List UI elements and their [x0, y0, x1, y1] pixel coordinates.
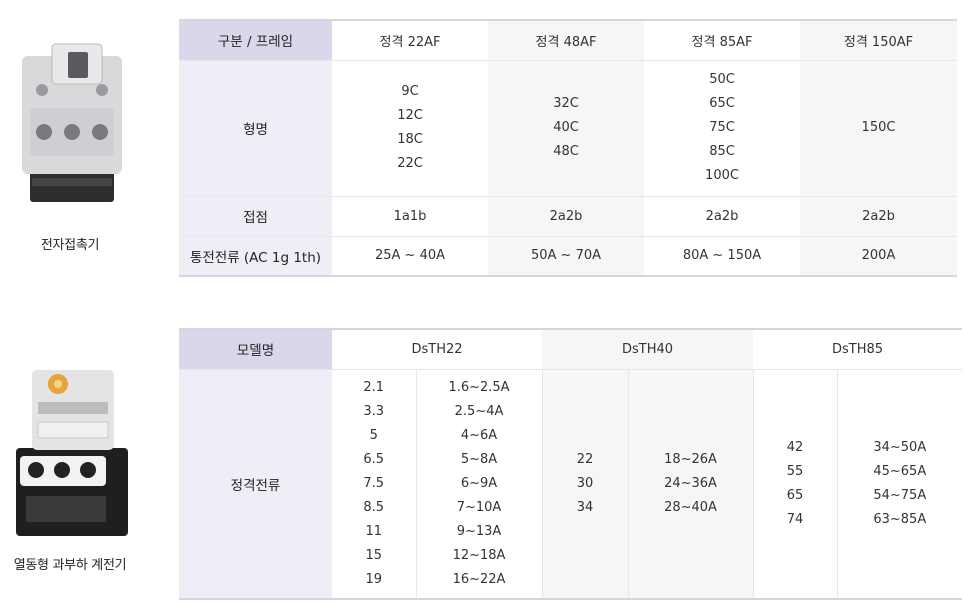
model-value: 50C — [709, 72, 735, 87]
current-range: 6~9A — [460, 475, 498, 491]
current-range: 45~65A — [873, 463, 927, 479]
overload-relay-image — [12, 364, 132, 542]
rated-value: 11 — [365, 523, 383, 539]
contactor-caption-block: 전자접촉기 — [0, 234, 140, 253]
model-cell: 32C 40C 48C — [488, 60, 644, 197]
model-value: 75C — [709, 120, 735, 135]
rated-value: 42 — [786, 439, 804, 455]
row-label: 형명 — [179, 60, 332, 197]
header-row: 모델명 DsTH22 DsTH40 DsTH85 — [179, 328, 963, 370]
current-range: 4~6A — [460, 427, 498, 443]
rated-value: 19 — [365, 571, 383, 587]
model-value: 22C — [397, 156, 423, 171]
rated-value: 8.5 — [363, 499, 385, 515]
column-header: 정격 150AF — [800, 19, 957, 61]
header-row: 구분 / 프레임 정격 22AF 정격 48AF 정격 85AF 정격 150A… — [179, 19, 957, 61]
model-value: 12C — [397, 108, 423, 123]
rated-value: 5 — [369, 427, 378, 443]
rated-value: 6.5 — [363, 451, 385, 467]
table-row: 접점 1a1b 2a2b 2a2b 2a2b — [179, 196, 957, 237]
model-header: DsTH22 — [332, 328, 543, 370]
rated-value: 7.5 — [363, 475, 385, 491]
table-cell: 2a2b — [644, 196, 800, 237]
current-range: 16~22A — [452, 571, 506, 587]
current-range: 9~13A — [456, 523, 502, 539]
model-value: 48C — [553, 144, 579, 159]
model-value: 32C — [553, 96, 579, 111]
current-range: 18~26A — [664, 451, 717, 467]
row-label: 접점 — [179, 196, 332, 237]
contactor-spec-table: 구분 / 프레임 정격 22AF 정격 48AF 정격 85AF 정격 150A… — [179, 19, 957, 277]
table-row: 정격전류 2.1 3.3 5 6.5 7.5 8.5 11 15 19 1.6~… — [179, 369, 963, 600]
rated-value: 65 — [786, 487, 804, 503]
model-value: 9C — [401, 84, 419, 99]
model-cell: 50C 65C 75C 85C 100C — [644, 60, 800, 197]
rated-value: 30 — [576, 475, 594, 491]
model-value: 100C — [705, 168, 739, 183]
model-cell: 150C — [800, 60, 957, 197]
rated-value: 55 — [786, 463, 804, 479]
range-cell: 34~50A 45~65A 54~75A 63~85A — [836, 369, 963, 600]
overload-relay-caption-block: 열동형 과부하 계전기 — [0, 554, 140, 573]
model-header: DsTH85 — [753, 328, 963, 370]
rated-value: 74 — [786, 511, 804, 527]
rated-value: 3.3 — [363, 403, 385, 419]
header-label: 구분 / 프레임 — [179, 19, 332, 61]
table-row: 형명 9C 12C 18C 22C 32C 40C 48C 50C 65C 75… — [179, 60, 957, 197]
model-value: 85C — [709, 144, 735, 159]
column-header: 정격 85AF — [644, 19, 800, 61]
current-range: 12~18A — [452, 547, 506, 563]
column-header: 정격 22AF — [332, 19, 488, 61]
table-cell: 80A ~ 150A — [644, 236, 800, 277]
rated-value: 34 — [576, 499, 594, 515]
current-range: 7~10A — [456, 499, 502, 515]
column-header: 정격 48AF — [488, 19, 644, 61]
model-value: 40C — [553, 120, 579, 135]
table-cell: 50A ~ 70A — [488, 236, 644, 277]
current-range: 63~85A — [873, 511, 927, 527]
range-cell: 1.6~2.5A 2.5~4A 4~6A 5~8A 6~9A 7~10A 9~1… — [415, 369, 543, 600]
rated-value: 2.1 — [363, 379, 385, 395]
rated-value-cell: 42 55 65 74 — [752, 369, 838, 600]
product-name: 전자접촉기 — [40, 238, 100, 253]
model-value: 65C — [709, 96, 735, 111]
rated-value-cell: 2.1 3.3 5 6.5 7.5 8.5 11 15 19 — [332, 369, 416, 600]
row-label: 통전전류 (AC 1g 1th) — [179, 236, 332, 277]
table-cell: 2a2b — [800, 196, 957, 237]
product-name: 열동형 과부하 계전기 — [13, 558, 127, 573]
current-range: 24~36A — [664, 475, 717, 491]
header-label: 모델명 — [179, 328, 332, 370]
current-range: 5~8A — [460, 451, 498, 467]
model-cell: 9C 12C 18C 22C — [332, 60, 488, 197]
table-cell: 2a2b — [488, 196, 644, 237]
current-range: 54~75A — [873, 487, 927, 503]
model-value: 150C — [861, 120, 896, 135]
row-label: 정격전류 — [179, 369, 332, 600]
rated-value-cell: 22 30 34 — [541, 369, 629, 600]
range-cell: 18~26A 24~36A 28~40A — [627, 369, 754, 600]
table-cell: 200A — [800, 236, 957, 277]
table-cell: 25A ~ 40A — [332, 236, 488, 277]
current-range: 34~50A — [873, 439, 927, 455]
rated-value: 15 — [365, 547, 383, 563]
table-cell: 1a1b — [332, 196, 488, 237]
model-value: 18C — [397, 132, 423, 147]
overload-relay-spec-table: 모델명 DsTH22 DsTH40 DsTH85 정격전류 2.1 3.3 5 … — [179, 328, 963, 600]
current-range: 28~40A — [664, 499, 717, 515]
rated-value: 22 — [576, 451, 594, 467]
current-range: 2.5~4A — [454, 403, 504, 419]
table-row: 통전전류 (AC 1g 1th) 25A ~ 40A 50A ~ 70A 80A… — [179, 236, 957, 277]
current-range: 1.6~2.5A — [448, 379, 510, 395]
contactor-image — [12, 38, 132, 218]
model-header: DsTH40 — [542, 328, 754, 370]
